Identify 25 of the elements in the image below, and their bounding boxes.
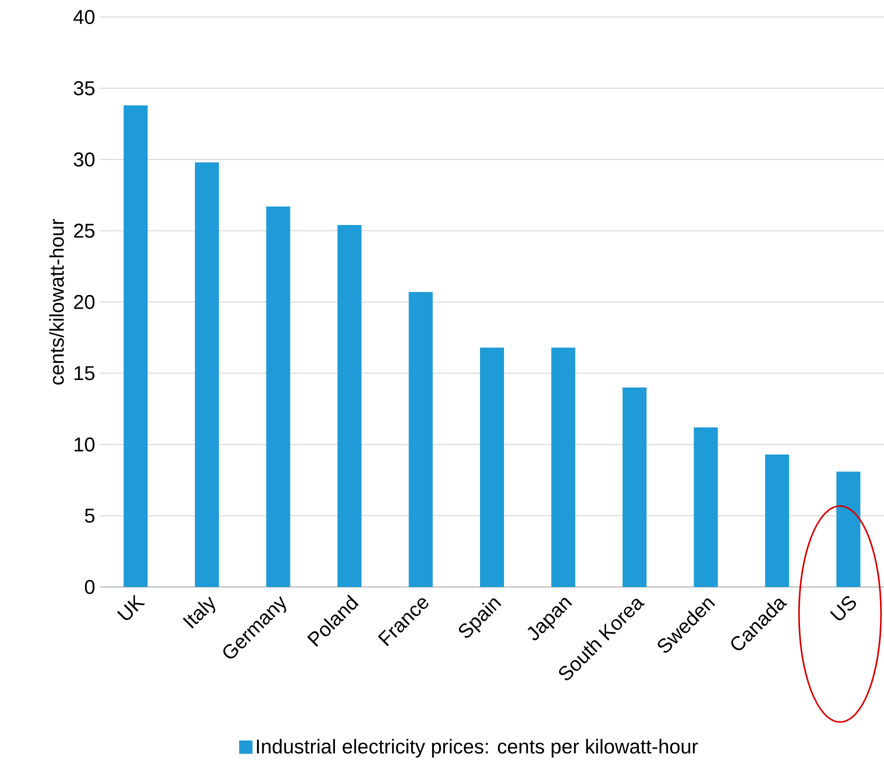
y-tick-label: 20 (74, 294, 94, 310)
bar (480, 348, 504, 587)
bar (337, 225, 362, 587)
legend-label: Industrial electricity prices: cents per kilowatt-hour (256, 738, 698, 758)
y-tick-label: 35 (74, 81, 94, 96)
bar (622, 388, 647, 587)
bar (408, 292, 433, 587)
y-axis-title: cents/kilowatt-hour (49, 218, 64, 385)
x-tick-label: UK (117, 594, 146, 620)
y-tick-label: 15 (74, 366, 94, 380)
bar (551, 348, 576, 587)
y-tick-label: 5 (84, 508, 94, 523)
y-tick-label: 10 (74, 437, 94, 452)
bar (266, 206, 290, 587)
x-tick-label: US (830, 596, 856, 620)
y-tick-label: 0 (84, 580, 94, 594)
bar (124, 105, 148, 587)
y-tick-label: 40 (74, 10, 94, 24)
y-tick-label: 30 (74, 152, 94, 167)
bar (836, 472, 860, 587)
x-tick-label: Italy (182, 596, 216, 629)
bar (194, 162, 219, 587)
y-tick-label: 25 (74, 224, 94, 238)
bar (694, 427, 718, 587)
bar (765, 454, 790, 587)
